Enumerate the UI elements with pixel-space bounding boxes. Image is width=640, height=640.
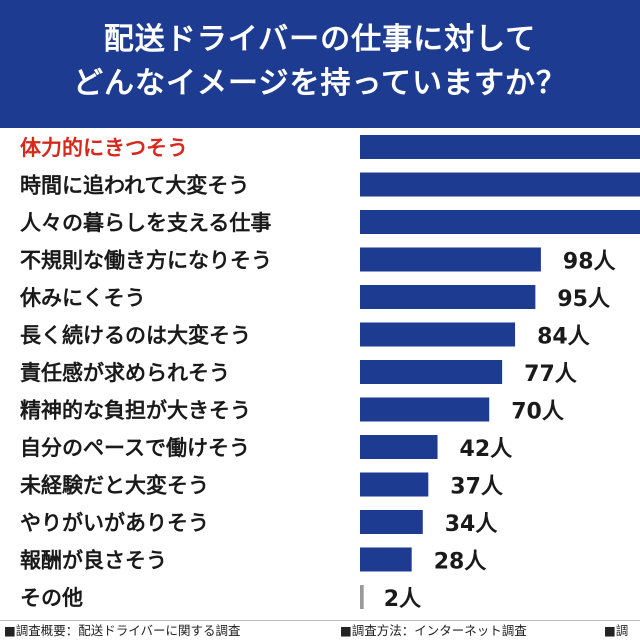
category-label: 体力的にきつそう xyxy=(20,136,188,160)
bar xyxy=(360,547,412,572)
bar xyxy=(360,135,640,159)
bar xyxy=(360,472,429,497)
bar xyxy=(360,360,503,384)
category-label: 休みにくそう xyxy=(19,286,146,310)
value-label: 42人 xyxy=(460,437,513,462)
value-label: 95人 xyxy=(557,287,610,312)
bar xyxy=(360,585,364,609)
survey-extra: ■調 xyxy=(604,623,629,638)
bar xyxy=(360,322,516,347)
category-label: 長く続けるのは大変そう xyxy=(20,324,251,348)
category-label: 自分のペースで働けそう xyxy=(20,436,250,460)
title-banner: 配送ドライバーの仕事に対して どんなイメージを持っていますか？ xyxy=(0,0,640,128)
value-label: 77人 xyxy=(524,362,577,387)
value-label: 98人 xyxy=(563,250,616,275)
category-label: 精神的な負担が大きそう xyxy=(20,399,251,423)
value-label: 34人 xyxy=(445,512,498,537)
category-label: その他 xyxy=(20,586,83,610)
bar-chart: 体力的にきつそう時間に追われて大変そう人々の暮らしを支える仕事不規則な働き方にな… xyxy=(19,135,640,612)
bar xyxy=(360,510,423,534)
survey-overview: ■調査概要：配送ドライバーに関する調査 xyxy=(4,623,241,638)
bar xyxy=(360,210,640,234)
bar xyxy=(360,435,438,459)
survey-method: ■調査方法：インターネット調査 xyxy=(340,623,527,638)
category-label: 時間に追われて大変そう xyxy=(20,174,249,198)
bar xyxy=(360,172,640,197)
title-line-2: どんなイメージを持っていますか？ xyxy=(73,66,567,101)
category-label: 未経験だと大変そう xyxy=(20,474,209,498)
value-label: 37人 xyxy=(450,475,503,500)
value-label: 28人 xyxy=(434,550,487,575)
value-label: 84人 xyxy=(537,325,590,350)
category-label: 報酬が良さそう xyxy=(20,549,167,573)
bar xyxy=(360,285,536,309)
category-label: 責任感が求められそう xyxy=(20,361,230,385)
bar xyxy=(360,397,490,422)
category-label: 不規則な働き方になりそう xyxy=(20,249,272,273)
survey-footer: ■調査概要：配送ドライバーに関する調査 ■調査方法：インターネット調査 ■調 xyxy=(0,620,640,640)
category-label: 人々の暮らしを支える仕事 xyxy=(20,211,271,235)
category-label: やりがいがありそう xyxy=(20,511,209,535)
value-label: 2人 xyxy=(384,587,421,612)
value-label: 70人 xyxy=(511,400,564,425)
bar xyxy=(360,247,541,272)
title-line-1: 配送ドライバーの仕事に対して xyxy=(103,22,537,57)
